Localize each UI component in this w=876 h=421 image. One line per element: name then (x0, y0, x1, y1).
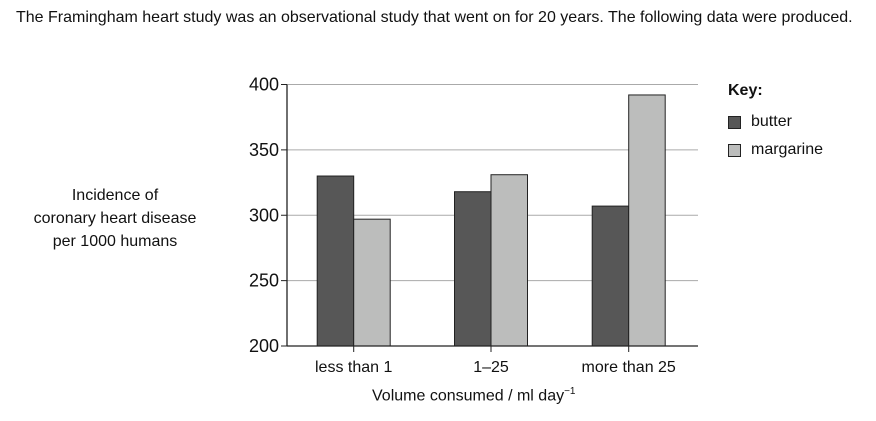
legend-label: butter (751, 113, 792, 130)
legend-swatch (728, 115, 741, 129)
bar-butter (316, 175, 355, 347)
x-tick-label: more than 25 (582, 359, 676, 376)
y-label-line: coronary heart disease (33, 210, 197, 227)
x-tick-label: 1–25 (473, 359, 509, 376)
x-tick-label: less than 1 (315, 359, 392, 376)
x-label-text: Volume consumed / ml day (372, 387, 565, 405)
bar-butter (454, 191, 492, 347)
y-tick-label: 300 (249, 205, 279, 225)
intro-text: The Framingham heart study was an observ… (16, 9, 853, 26)
legend-item-margarine: margarine (728, 136, 823, 164)
legend-swatch (728, 143, 741, 157)
y-tick-label: 200 (249, 336, 279, 356)
x-label-sup: −1 (564, 386, 576, 397)
bar-margarine (353, 218, 391, 347)
legend-item-butter: butter (728, 108, 823, 136)
y-label-line: per 1000 humans (52, 233, 178, 250)
legend: Key: butter margarine (728, 82, 823, 164)
bar-margarine (490, 174, 528, 347)
y-tick-label: 400 (249, 75, 279, 95)
x-axis-label: Volume consumed / ml day−1 (372, 386, 576, 405)
bar-margarine (628, 94, 666, 347)
y-tick-label: 350 (249, 140, 279, 160)
legend-label: margarine (751, 141, 824, 158)
bar-butter (591, 205, 630, 347)
y-axis-label: Incidence of coronary heart disease per … (10, 184, 220, 253)
legend-title: Key: (728, 82, 763, 99)
y-tick-label: 250 (249, 271, 279, 291)
y-label-line: Incidence of (71, 187, 159, 204)
